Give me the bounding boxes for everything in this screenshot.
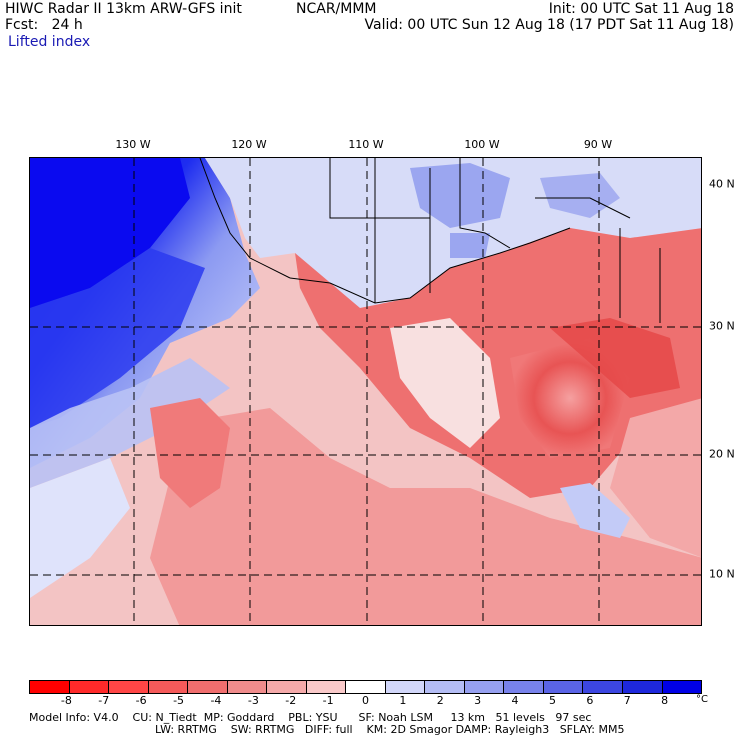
center-label: NCAR/MMM — [296, 1, 377, 17]
legend-swatch — [148, 681, 189, 693]
legend-tick-label: -3 — [247, 694, 259, 707]
subtropical-warm-swirl — [150, 398, 230, 508]
tropical-pacific-warm — [150, 408, 701, 625]
legend-tick-label: 1 — [399, 694, 407, 707]
lon-label-100w: 100 W — [464, 138, 500, 151]
legend-swatch — [464, 681, 505, 693]
legend-swatch — [267, 681, 307, 693]
color-legend-unit: °C — [696, 694, 708, 705]
legend-swatch — [346, 681, 386, 693]
init-time: Init: 00 UTC Sat 11 Aug 18 — [548, 1, 734, 17]
legend-swatch — [109, 681, 149, 693]
legend-tick-label: -1 — [322, 694, 334, 707]
color-legend-ticks: -8 -7 -6 -5 -4 -3 -2 -1 0 1 2 3 4 5 6 7 8 — [29, 694, 702, 710]
lon-label-110w: 110 W — [348, 138, 384, 151]
legend-tick-label: -5 — [173, 694, 185, 707]
legend-swatch — [425, 681, 465, 693]
pale-blue-band — [30, 358, 230, 488]
legend-tick-label: 5 — [548, 694, 556, 707]
lat-label-30n: 30 N — [709, 319, 735, 333]
legend-tick-label: -2 — [285, 694, 297, 707]
physics-info-line: LW: RRTMG SW: RRTMG DIFF: full KM: 2D Sm… — [155, 723, 625, 736]
graticule — [30, 158, 701, 625]
lat-label-10n: 10 N — [709, 567, 735, 581]
pale-ocean-sw — [30, 458, 130, 598]
gulf-coast-unstable — [550, 318, 680, 398]
texas-stable-patch — [450, 233, 490, 258]
legend-tick-label: 7 — [623, 694, 631, 707]
legend-swatch — [622, 681, 663, 693]
legend-tick-label: -7 — [98, 694, 110, 707]
caribbean-warm — [610, 398, 701, 558]
legend-tick-label: -4 — [210, 694, 222, 707]
mid-blue-swirl — [30, 248, 205, 428]
map-canvas — [30, 158, 701, 625]
legend-tick-label: 3 — [474, 694, 482, 707]
legend-swatch — [69, 681, 110, 693]
lon-label-90w: 90 W — [583, 138, 613, 151]
legend-tick-label: -6 — [135, 694, 147, 707]
color-legend — [29, 680, 702, 694]
legend-swatch — [188, 681, 228, 693]
model-title: HIWC Radar II 13km ARW-GFS init — [5, 1, 242, 17]
lifted-index-map — [29, 157, 702, 626]
lat-label-20n: 20 N — [709, 447, 735, 461]
model-info-line: Model Info: V4.0 CU: N_Tiedt MP: Goddard… — [29, 711, 592, 724]
legend-tick-label: 2 — [436, 694, 444, 707]
legend-swatch — [543, 681, 584, 693]
legend-swatch — [583, 681, 623, 693]
field-name: Lifted index — [8, 34, 91, 50]
deep-blue-core — [30, 158, 190, 308]
plains-stable-patch — [540, 173, 620, 218]
lon-label-130w: 130 W — [115, 138, 151, 151]
legend-tick-label: 4 — [511, 694, 519, 707]
political-boundaries — [199, 158, 661, 323]
legend-swatch — [662, 681, 702, 693]
legend-tick-label: 8 — [661, 694, 669, 707]
legend-swatch — [306, 681, 347, 693]
legend-tick-label: 6 — [586, 694, 594, 707]
lat-label-40n: 40 N — [709, 177, 735, 191]
legend-tick-label: -8 — [60, 694, 72, 707]
legend-swatch — [504, 681, 544, 693]
valid-time: Valid: 00 UTC Sun 12 Aug 18 (17 PDT Sat … — [364, 17, 734, 33]
forecast-hour: Fcst: 24 h — [5, 17, 83, 33]
legend-swatch — [385, 681, 426, 693]
lon-label-120w: 120 W — [231, 138, 267, 151]
legend-swatch — [30, 681, 70, 693]
mexico-plateau-neutral — [390, 318, 500, 448]
legend-tick-label: 0 — [362, 694, 369, 707]
central-america-cool-patch — [560, 483, 630, 538]
legend-swatch — [227, 681, 268, 693]
